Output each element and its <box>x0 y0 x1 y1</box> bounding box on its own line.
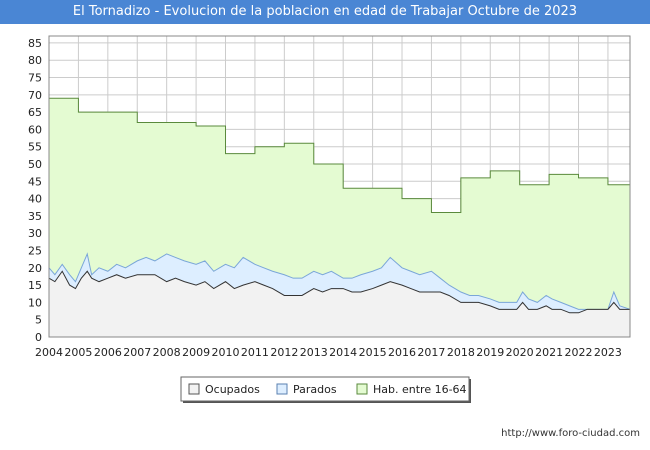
y-tick-label: 85 <box>28 37 42 50</box>
y-tick-label: 20 <box>28 262 42 275</box>
y-tick-label: 75 <box>28 72 42 85</box>
legend: Ocupados Parados Hab. entre 16-64 <box>180 376 471 403</box>
x-tick-label: 2007 <box>123 346 151 359</box>
hab-line <box>49 97 630 213</box>
y-tick-label: 10 <box>28 296 42 309</box>
legend-box <box>180 376 470 402</box>
y-tick-label: 50 <box>28 158 42 171</box>
y-tick-label: 55 <box>28 141 42 154</box>
x-tick-label: 2010 <box>212 346 240 359</box>
source-url[interactable]: http://www.foro-ciudad.com <box>501 428 640 439</box>
x-tick-label: 2022 <box>565 346 593 359</box>
legend-item-parados-swatch <box>276 383 288 395</box>
x-tick-label: 2019 <box>476 346 504 359</box>
legend-item-hab-label: Hab. entre 16-64 <box>373 383 467 396</box>
parados-line <box>48 252 631 310</box>
x-tick-label: 2014 <box>329 346 357 359</box>
x-tick-label: 2012 <box>270 346 298 359</box>
x-tick-label: 2015 <box>359 346 387 359</box>
y-tick-label: 0 <box>35 331 42 344</box>
chart-title: El Tornadizo - Evolucion de la poblacion… <box>0 0 650 24</box>
x-tick-label: 2017 <box>417 346 445 359</box>
y-tick-label: 45 <box>28 175 42 188</box>
x-tick-label: 2020 <box>506 346 534 359</box>
x-tick-label: 2013 <box>300 346 328 359</box>
series-layer <box>48 97 631 337</box>
y-tick-label: 15 <box>28 279 42 292</box>
plot-frame <box>48 35 631 338</box>
y-tick-label: 65 <box>28 106 42 119</box>
x-tick-label: 2009 <box>182 346 210 359</box>
legend-item-ocupados-swatch <box>188 383 200 395</box>
x-tick-label: 2023 <box>594 346 622 359</box>
legend-item-ocupados-label: Ocupados <box>205 383 260 396</box>
legend-item-parados-label: Parados <box>293 383 337 396</box>
y-tick-label: 30 <box>28 227 42 240</box>
x-tick-label: 2011 <box>241 346 269 359</box>
y-tick-label: 80 <box>28 54 42 67</box>
x-tick-label: 2005 <box>64 346 92 359</box>
chart-canvas: FORO-CIUDAD.COM 051015202530354045505560… <box>28 35 631 403</box>
x-tick-label: 2021 <box>535 346 563 359</box>
y-tick-label: 70 <box>28 89 42 102</box>
x-tick-label: 2006 <box>94 346 122 359</box>
x-tick-label: 2008 <box>153 346 181 359</box>
y-tick-label: 40 <box>28 193 42 206</box>
y-tick-label: 25 <box>28 245 42 258</box>
x-tick-label: 2018 <box>447 346 475 359</box>
ocupados-line <box>48 270 630 314</box>
ocupados-area <box>49 271 630 337</box>
y-tick-label: 5 <box>35 314 42 327</box>
y-tick-label: 35 <box>28 210 42 223</box>
x-tick-label: 2016 <box>388 346 416 359</box>
x-tick-label: 2004 <box>35 346 63 359</box>
y-tick-label: 60 <box>28 123 42 136</box>
legend-item-hab-swatch <box>356 383 368 395</box>
